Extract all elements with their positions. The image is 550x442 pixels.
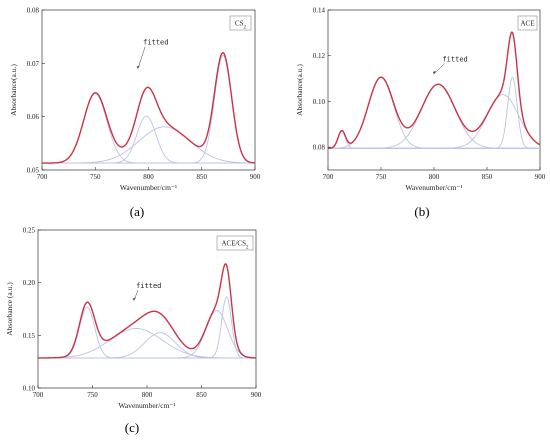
component-peak-2 bbox=[42, 115, 255, 164]
x-axis-label: Wavenumber/cm⁻¹ bbox=[120, 183, 177, 192]
component-peak-5 bbox=[38, 296, 256, 359]
arrow-head bbox=[136, 65, 140, 69]
x-tick-label: 750 bbox=[376, 173, 387, 181]
y-tick-label: 0.08 bbox=[27, 7, 40, 15]
y-axis-label: Absorbance(a.u.) bbox=[9, 64, 18, 116]
x-axis-label: Wavenumber/cm⁻¹ bbox=[405, 183, 462, 192]
legend-label: CS2 bbox=[235, 20, 247, 31]
x-axis-label: Wavenumber/cm⁻¹ bbox=[118, 401, 175, 410]
panel-3: 700 750 800 850 900 0.10 0.15 0.20 0.25 Wavenumbe… bbox=[5, 227, 262, 436]
y-tick-label: 0.06 bbox=[27, 113, 40, 121]
component-peak-4 bbox=[42, 54, 256, 164]
y-tick-label: 0.07 bbox=[27, 60, 40, 68]
component-peak-3 bbox=[38, 332, 256, 359]
panel-label: (b) bbox=[414, 204, 429, 219]
plot-frame bbox=[327, 9, 541, 171]
legend-box bbox=[216, 235, 254, 251]
fitted-curve bbox=[327, 31, 541, 149]
y-axis-label: Absorbance(a.u.) bbox=[295, 64, 304, 116]
component-peak-3 bbox=[328, 83, 540, 149]
panel-label: (a) bbox=[130, 204, 144, 219]
legend-box bbox=[517, 15, 538, 31]
y-tick-label: 0.10 bbox=[23, 385, 36, 393]
plot-frame bbox=[41, 9, 256, 171]
arrow-head bbox=[132, 297, 136, 301]
component-peak-1 bbox=[327, 130, 540, 149]
x-tick-label: 750 bbox=[90, 173, 101, 181]
legend-label: ACE bbox=[521, 20, 535, 28]
x-tick-label: 850 bbox=[197, 173, 208, 181]
fitted-annotation: fitted bbox=[442, 55, 467, 63]
annotation-arrow bbox=[137, 46, 146, 69]
fitted-annotation: fitted bbox=[143, 39, 168, 47]
y-tick-label: 0.20 bbox=[23, 279, 36, 287]
y-tick-label: 0.05 bbox=[27, 167, 40, 175]
x-tick-label: 900 bbox=[535, 173, 546, 181]
fitted-curve bbox=[38, 263, 257, 359]
x-tick-label: 850 bbox=[196, 391, 207, 399]
x-tick-label: 750 bbox=[87, 391, 98, 399]
y-tick-label: 0.25 bbox=[23, 227, 36, 235]
y-tick-label: 0.08 bbox=[313, 144, 326, 152]
panel-2: 700 750 800 850 900 0.08 0.10 0.12 0.14 Wavenumbe… bbox=[295, 7, 546, 220]
component-peak-1 bbox=[42, 93, 255, 164]
x-tick-label: 800 bbox=[429, 173, 440, 181]
component-peak-3 bbox=[42, 126, 256, 164]
y-tick-label: 0.15 bbox=[23, 332, 36, 340]
y-tick-label: 0.14 bbox=[313, 7, 326, 15]
x-tick-label: 700 bbox=[323, 173, 334, 181]
arrow-head bbox=[432, 70, 436, 74]
x-tick-label: 800 bbox=[142, 391, 153, 399]
x-tick-label: 900 bbox=[251, 391, 262, 399]
y-axis-label: Absorbance (a.u.) bbox=[5, 282, 14, 336]
x-tick-label: 700 bbox=[33, 391, 44, 399]
annotation-arrow bbox=[433, 63, 445, 75]
component-peak-2 bbox=[328, 76, 540, 149]
x-tick-label: 850 bbox=[482, 173, 493, 181]
y-tick-label: 0.10 bbox=[313, 98, 326, 106]
legend-label: ACE/CS2 bbox=[221, 240, 249, 251]
panel-1: 700 750 800 850 900 0.05 0.06 0.07 0.08 Wavenumbe… bbox=[9, 7, 261, 220]
component-peak-5 bbox=[328, 76, 540, 149]
legend-box bbox=[229, 15, 252, 31]
fitted-curve bbox=[42, 51, 256, 164]
x-tick-label: 800 bbox=[143, 173, 154, 181]
fitted-annotation: fitted bbox=[136, 282, 161, 290]
panel-label: (c) bbox=[125, 420, 139, 435]
x-tick-label: 700 bbox=[37, 173, 48, 181]
y-tick-label: 0.12 bbox=[313, 52, 326, 60]
x-tick-label: 900 bbox=[250, 173, 261, 181]
